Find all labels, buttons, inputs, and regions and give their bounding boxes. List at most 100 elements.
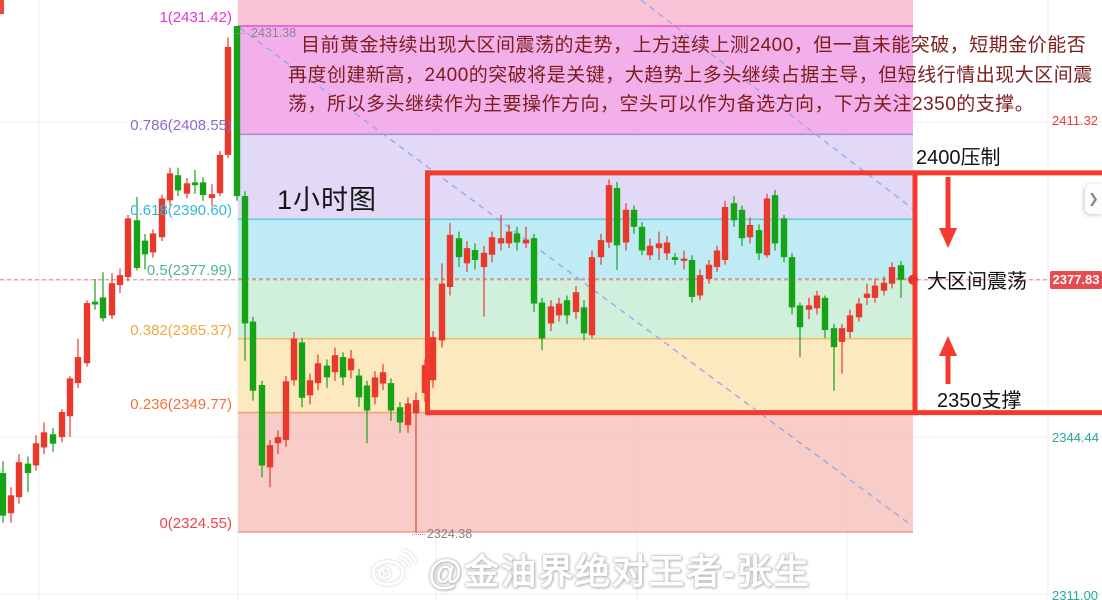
candle-down xyxy=(613,188,621,246)
candle-up xyxy=(331,355,339,373)
candle-up xyxy=(158,198,166,238)
candle-down xyxy=(0,473,7,516)
fib-label-0.618: 0.618(2390.60) xyxy=(130,202,232,220)
candle-up xyxy=(713,250,721,268)
axis-price-label: 2344.44 xyxy=(1052,429,1099,445)
fib-band xyxy=(238,219,913,279)
candle-up xyxy=(166,173,174,201)
candle-up xyxy=(438,283,446,341)
candle-up xyxy=(622,209,630,243)
fib-band xyxy=(238,26,913,135)
candle-up xyxy=(871,285,879,298)
candle-up xyxy=(505,231,513,244)
candle-up xyxy=(7,495,15,514)
candle-down xyxy=(191,182,199,186)
up-arrow-head xyxy=(939,336,957,356)
trendline-dashed xyxy=(640,0,914,210)
candle-down xyxy=(99,297,107,319)
candle-up xyxy=(282,381,290,440)
current-price-badge: 2377.83 xyxy=(1050,271,1102,289)
candle-down xyxy=(771,195,779,244)
watermark: @金油界绝对王者-张生 xyxy=(368,544,811,595)
range-annotation: 大区间震荡 xyxy=(927,271,1027,293)
candle-down xyxy=(91,301,99,305)
candle-up xyxy=(183,183,191,194)
candle-down xyxy=(24,463,32,474)
candle-up xyxy=(488,237,496,255)
candle-down xyxy=(738,209,746,239)
candle-up xyxy=(605,185,613,243)
fib-band xyxy=(238,134,913,220)
candle-down xyxy=(580,307,588,334)
fib-band xyxy=(238,338,913,413)
candle-down xyxy=(339,357,347,378)
fib-label-0.382: 0.382(2365.37) xyxy=(130,321,232,339)
candle-up xyxy=(463,248,471,264)
candle-up xyxy=(58,411,66,438)
candle-down xyxy=(387,383,395,411)
candle-down xyxy=(396,407,404,423)
candle-down xyxy=(323,365,331,378)
fib-label-0.5: 0.5(2377.99) xyxy=(146,261,232,279)
candle-up xyxy=(805,305,813,310)
dotted-tick xyxy=(412,534,425,536)
candle-up xyxy=(412,400,420,414)
candle-up xyxy=(116,275,124,286)
candle-up xyxy=(680,258,688,261)
candle-up xyxy=(880,282,888,291)
fib-label-0.236: 0.236(2349.77) xyxy=(130,395,232,413)
candle-down xyxy=(530,238,538,304)
fib-band xyxy=(238,0,913,26)
candle-up xyxy=(371,377,379,398)
down-arrow-head xyxy=(939,228,957,248)
axis-price-label: 2411.32 xyxy=(1052,113,1099,129)
candle-up xyxy=(124,218,132,278)
candle-down xyxy=(199,182,207,196)
fib-label-0: 0(2324.55) xyxy=(159,515,232,532)
candle-up xyxy=(763,198,771,256)
candle-down xyxy=(471,250,479,260)
watermark-handle: @金油界绝对王者-张生 xyxy=(428,553,811,592)
candle-up xyxy=(314,363,322,384)
candle-down xyxy=(241,196,249,324)
analysis-note-text: 目前黄金持续出现大区间震荡的走势，上方连续上测2400，但一直未能突破，短期金价… xyxy=(288,35,1093,115)
fib-band xyxy=(238,412,913,532)
candle-up xyxy=(705,264,713,279)
candle-up xyxy=(347,358,355,371)
candle-down xyxy=(233,26,241,197)
swing-high-price-marker: 2431.38 xyxy=(236,26,296,40)
swing-high-value: 2431.38 xyxy=(251,26,297,40)
swing-low-value: 2324.38 xyxy=(427,527,473,541)
candle-up xyxy=(555,303,563,316)
candle-down xyxy=(730,203,738,221)
candle-up xyxy=(224,46,232,155)
candle-up xyxy=(588,257,596,336)
fib-label-0.786: 0.786(2408.55) xyxy=(130,117,232,135)
candle-up xyxy=(15,462,23,498)
candle-up xyxy=(32,443,40,466)
candle-down xyxy=(258,384,266,466)
candle-up xyxy=(888,267,896,284)
candle-down xyxy=(897,265,905,280)
candle-up xyxy=(846,315,854,332)
support-annotation: 2350支撑 xyxy=(937,390,1022,412)
candle-up xyxy=(429,337,437,381)
candle-down xyxy=(788,257,796,308)
candle-up xyxy=(446,234,454,287)
candle-up xyxy=(863,293,871,298)
candle-down xyxy=(796,305,804,328)
candle-down xyxy=(755,230,763,254)
panel-expand-button[interactable]: ❯ xyxy=(1085,184,1102,214)
trendline-dashed xyxy=(239,27,912,526)
candle-up xyxy=(746,224,754,238)
candle-up xyxy=(721,206,729,260)
candle-down xyxy=(133,220,141,269)
screen-edge-artifact xyxy=(0,0,4,14)
candle-down xyxy=(455,238,463,258)
candle-up xyxy=(208,194,216,198)
candle-up xyxy=(149,233,157,253)
candle-up xyxy=(813,295,821,309)
candle-up xyxy=(404,403,412,426)
candle-up xyxy=(522,239,530,244)
